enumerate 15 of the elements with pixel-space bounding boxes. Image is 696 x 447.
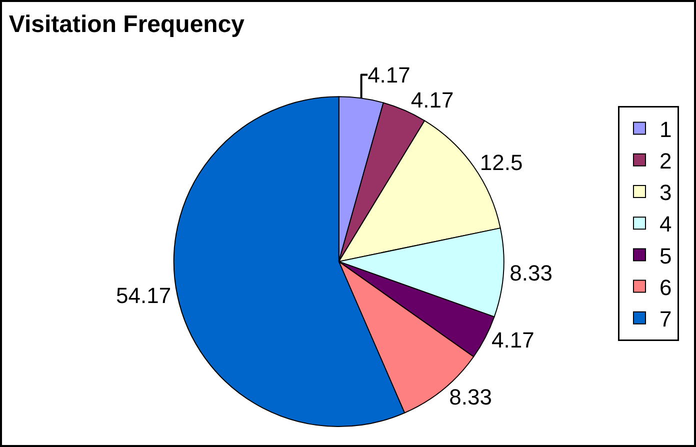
legend-label: 2 — [660, 148, 672, 174]
legend-label: 6 — [660, 274, 672, 300]
legend-label: 7 — [660, 306, 672, 332]
data-label: 8.33 — [449, 384, 492, 410]
legend-label: 4 — [660, 212, 672, 237]
data-label: 4.17 — [410, 87, 454, 112]
legend-label: 5 — [660, 243, 672, 268]
data-label: 8.33 — [510, 260, 552, 286]
legend-label: 1 — [660, 116, 672, 142]
legend-label: 3 — [660, 180, 672, 206]
data-label: 12.5 — [480, 150, 523, 175]
data-label: 54.17 — [116, 283, 172, 308]
data-label: 4.17 — [492, 328, 534, 353]
data-label: 4.17 — [368, 62, 410, 88]
chart-title: Visitation Frequency — [8, 11, 246, 38]
